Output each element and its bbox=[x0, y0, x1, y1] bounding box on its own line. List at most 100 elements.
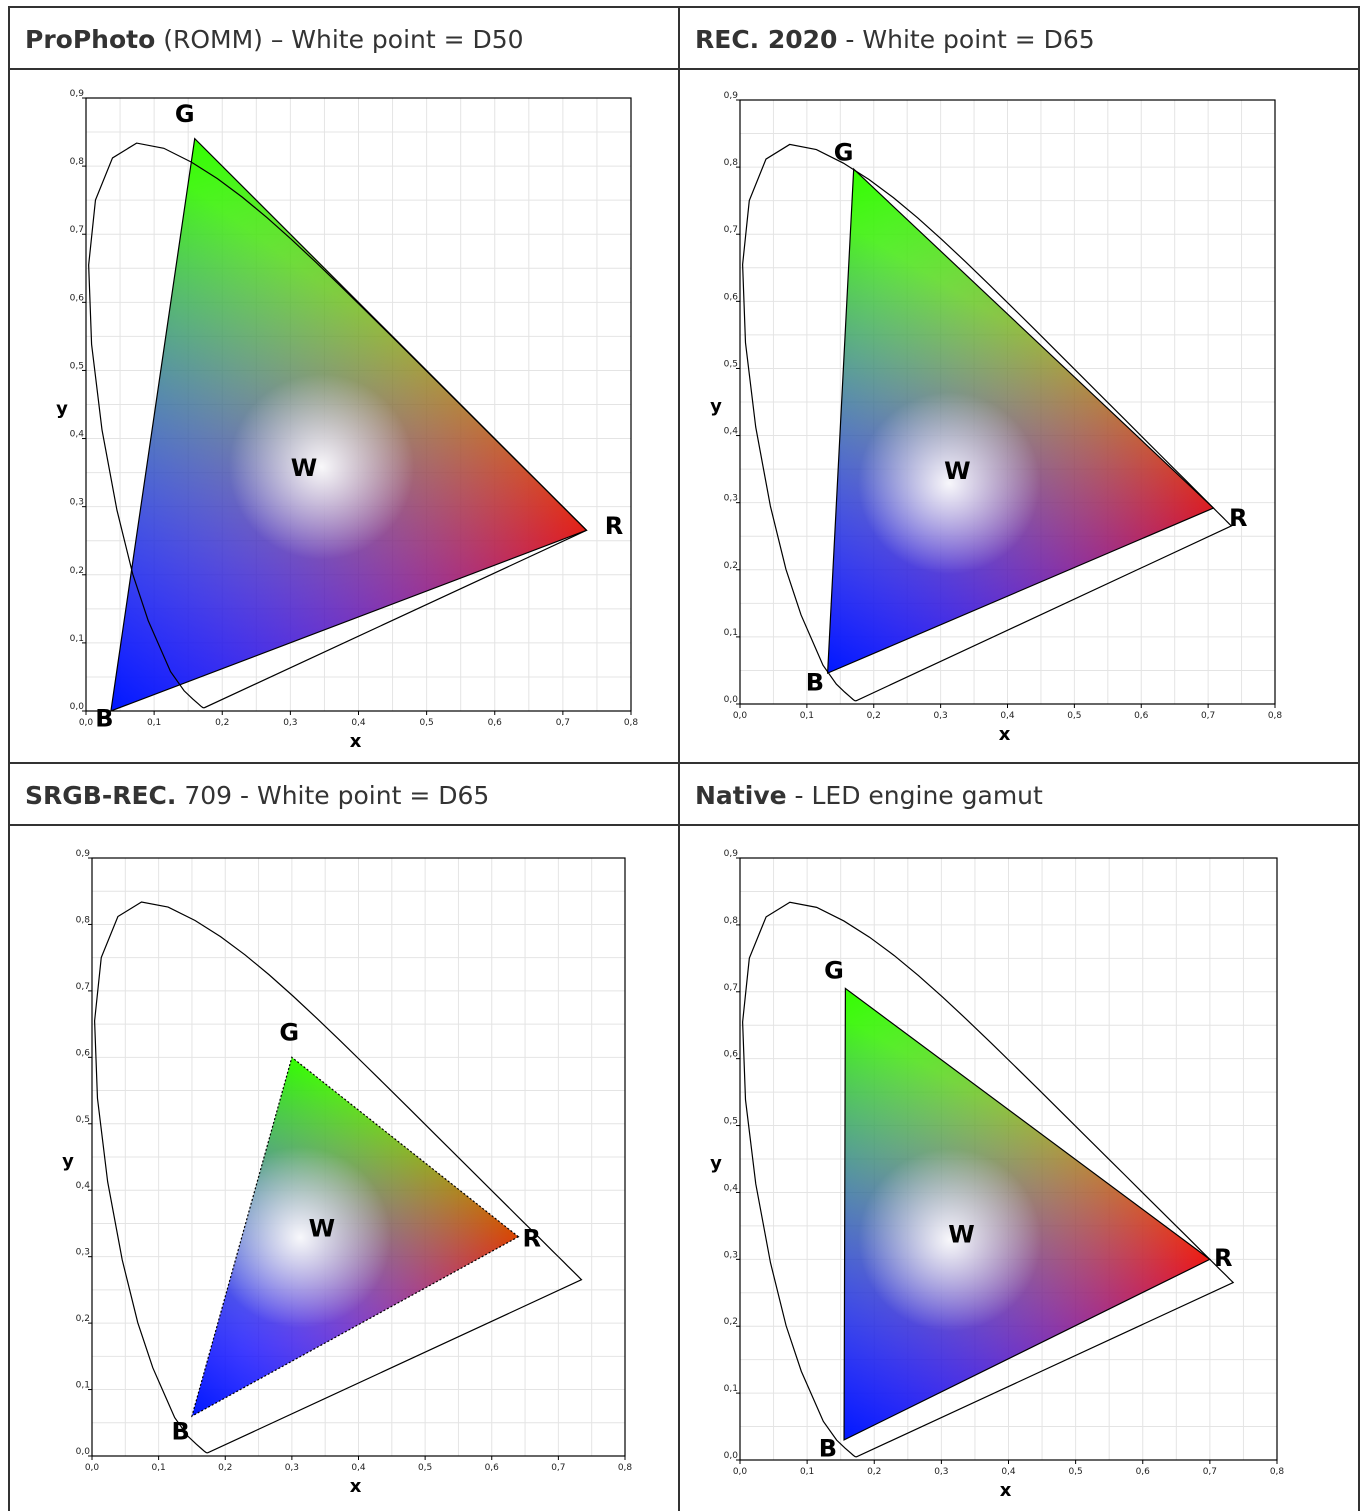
x-tick-label: 0,6 bbox=[1134, 711, 1149, 721]
y-tick-label: 0,8 bbox=[724, 158, 739, 168]
y-tick-label: 0,8 bbox=[76, 915, 91, 925]
x-tick-label: 0,5 bbox=[1067, 711, 1081, 721]
x-tick-label: 0,6 bbox=[488, 718, 503, 728]
y-tick-label: 0,5 bbox=[76, 1115, 90, 1125]
y-tick-label: 0,0 bbox=[724, 1451, 739, 1461]
gamut-label-g: G bbox=[279, 1019, 299, 1047]
y-tick-label: 0,7 bbox=[76, 982, 90, 992]
x-tick-label: 0,7 bbox=[1201, 711, 1215, 721]
y-tick-label: 0,3 bbox=[724, 1250, 738, 1260]
x-tick-label: 0,3 bbox=[283, 718, 297, 728]
x-tick-label: 0,4 bbox=[1001, 1467, 1016, 1477]
spectral-locus bbox=[742, 901, 1235, 1458]
x-tick-label: 0,3 bbox=[285, 1463, 299, 1473]
x-axis-title: x bbox=[999, 724, 1011, 745]
x-axis-title: x bbox=[350, 731, 362, 752]
x-tick-label: 0,0 bbox=[733, 711, 748, 721]
x-tick-label: 0,1 bbox=[147, 718, 161, 728]
x-tick-label: 0,2 bbox=[867, 711, 881, 721]
y-tick-label: 0,1 bbox=[76, 1381, 90, 1391]
gamut-triangle-outline bbox=[843, 987, 1212, 1441]
gamut-triangle-outline bbox=[110, 137, 588, 712]
gamut-label-b: B bbox=[95, 705, 113, 733]
gamut-comparison-table: ProPhoto (ROMM) – White point = D50 REC.… bbox=[8, 6, 1360, 1511]
x-tick-label: 0,2 bbox=[215, 718, 229, 728]
y-tick-label: 0,8 bbox=[70, 157, 85, 167]
y-tick-label: 0,6 bbox=[70, 293, 85, 303]
x-axis-title: x bbox=[350, 1476, 362, 1497]
x-tick-label: 0,6 bbox=[485, 1463, 500, 1473]
panel-title-rest: (ROMM) – White point = D50 bbox=[155, 24, 524, 54]
panel-title-rest: 709 - White point = D65 bbox=[176, 780, 490, 810]
x-tick-label: 0,7 bbox=[556, 718, 570, 728]
y-tick-label: 0,7 bbox=[70, 225, 84, 235]
x-tick-label: 0,7 bbox=[551, 1463, 565, 1473]
panel-title-srgb: SRGB-REC. 709 - White point = D65 bbox=[10, 764, 489, 826]
x-tick-label: 0,0 bbox=[85, 1463, 100, 1473]
x-tick-label: 0,2 bbox=[867, 1467, 881, 1477]
x-tick-label: 0,8 bbox=[618, 1463, 633, 1473]
y-tick-label: 0,7 bbox=[724, 983, 738, 993]
panel-title-prophoto: ProPhoto (ROMM) – White point = D50 bbox=[10, 8, 524, 70]
x-tick-label: 0,3 bbox=[934, 1467, 948, 1477]
x-tick-label: 0,7 bbox=[1203, 1467, 1217, 1477]
y-tick-label: 0,5 bbox=[70, 361, 84, 371]
y-tick-label: 0,2 bbox=[724, 1317, 738, 1327]
x-tick-label: 0,8 bbox=[1268, 711, 1283, 721]
panel-title-bold: REC. 2020 bbox=[695, 24, 838, 54]
y-tick-label: 0,1 bbox=[70, 634, 84, 644]
y-axis-title: y bbox=[56, 399, 68, 420]
y-tick-label: 0,9 bbox=[724, 91, 739, 101]
panel-title-rest: - LED engine gamut bbox=[786, 780, 1043, 810]
header-divider-top bbox=[8, 68, 1360, 70]
x-tick-label: 0,4 bbox=[351, 718, 366, 728]
gamut-label-b: B bbox=[171, 1417, 189, 1445]
x-tick-label: 0,3 bbox=[933, 711, 947, 721]
y-tick-label: 0,4 bbox=[724, 427, 739, 437]
y-tick-label: 0,4 bbox=[70, 430, 85, 440]
x-tick-label: 0,1 bbox=[151, 1463, 165, 1473]
y-tick-label: 0,6 bbox=[724, 292, 739, 302]
x-tick-label: 0,0 bbox=[733, 1467, 748, 1477]
y-tick-label: 0,2 bbox=[724, 561, 738, 571]
y-tick-label: 0,0 bbox=[70, 702, 85, 712]
gamut-label-g: G bbox=[834, 138, 854, 166]
x-tick-label: 0,1 bbox=[800, 711, 814, 721]
gamut-white-fill bbox=[110, 138, 587, 711]
y-tick-label: 0,6 bbox=[724, 1050, 739, 1060]
y-tick-label: 0,3 bbox=[70, 498, 84, 508]
x-tick-label: 0,2 bbox=[218, 1463, 232, 1473]
table-border-left bbox=[8, 6, 10, 1511]
x-tick-label: 0,8 bbox=[624, 718, 639, 728]
x-tick-label: 0,8 bbox=[1270, 1467, 1285, 1477]
gamut-triangle-outline bbox=[826, 167, 1215, 675]
y-tick-label: 0,4 bbox=[76, 1181, 91, 1191]
y-tick-label: 0,5 bbox=[724, 1117, 738, 1127]
white-point-label: W bbox=[309, 1215, 335, 1243]
row-divider bbox=[8, 762, 1360, 764]
y-tick-label: 0,5 bbox=[724, 359, 738, 369]
gamut-label-r: R bbox=[1229, 504, 1247, 532]
y-tick-label: 0,9 bbox=[76, 849, 91, 859]
table-border-top bbox=[8, 6, 1360, 8]
panel-title-bold: SRGB-REC. bbox=[25, 780, 177, 810]
gamut-label-g: G bbox=[824, 956, 844, 984]
x-tick-label: 0,5 bbox=[1068, 1467, 1082, 1477]
header-divider-bottom bbox=[8, 824, 1360, 826]
y-tick-label: 0,9 bbox=[724, 849, 739, 859]
gamut-label-r: R bbox=[605, 512, 623, 540]
y-tick-label: 0,0 bbox=[76, 1447, 91, 1457]
gamut-label-r: R bbox=[1214, 1244, 1232, 1272]
gamut-label-b: B bbox=[819, 1435, 837, 1463]
gamut-label-g: G bbox=[175, 100, 195, 128]
y-tick-label: 0,8 bbox=[724, 916, 739, 926]
y-axis-title: y bbox=[62, 1151, 74, 1172]
x-axis-title: x bbox=[1000, 1480, 1012, 1501]
spectral-locus bbox=[742, 143, 1233, 702]
y-tick-label: 0,1 bbox=[724, 1384, 738, 1394]
gamut-white-fill bbox=[191, 1057, 519, 1417]
panel-title-bold: ProPhoto bbox=[25, 24, 156, 54]
x-tick-label: 0,4 bbox=[1000, 711, 1015, 721]
